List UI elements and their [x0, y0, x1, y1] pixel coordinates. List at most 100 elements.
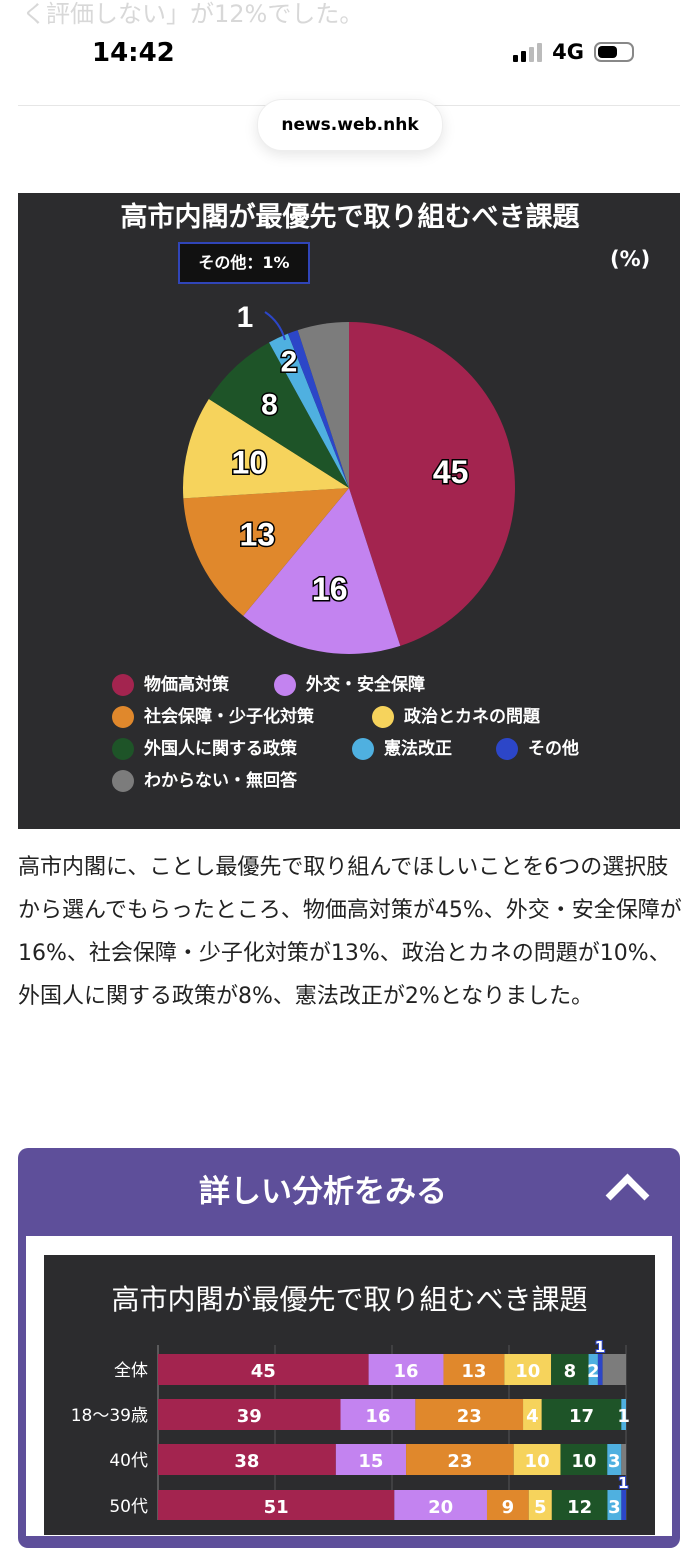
bar-segment [602, 1354, 626, 1385]
signal-icon [513, 42, 543, 62]
tooltip: その他：1% [178, 242, 310, 284]
bar-segment [340, 1399, 416, 1430]
legend-dot [274, 674, 296, 696]
battery-icon [594, 42, 634, 62]
row-label: 全体 [114, 1361, 148, 1381]
legend-dot [112, 674, 134, 696]
bar-value: 13 [461, 1361, 486, 1382]
legend-label: 外交・安全保障 [306, 675, 425, 695]
legend-item: わからない・無回答 [112, 770, 297, 792]
bar-value: 12 [567, 1497, 592, 1518]
row-label: 40代 [109, 1451, 148, 1471]
slice-label: 10 [232, 444, 268, 480]
legend-label: 外国人に関する政策 [144, 739, 297, 759]
legend-label: 憲法改正 [384, 739, 452, 759]
bar-value: 20 [428, 1497, 453, 1518]
analysis-title[interactable]: 詳しい分析をみる [199, 1174, 447, 1210]
bar-segment [528, 1490, 552, 1520]
pie-slice[interactable] [183, 399, 349, 499]
pie-slice[interactable] [297, 322, 349, 488]
legend-item: 外交・安全保障 [274, 674, 425, 696]
bar-value: 23 [447, 1451, 472, 1472]
bar-value: 1 [617, 1406, 630, 1427]
bar-value: 16 [365, 1406, 390, 1427]
legend-dot [496, 738, 518, 760]
pie-slice[interactable] [183, 488, 349, 616]
status-time: 14:42 [92, 38, 175, 68]
bar-segment [551, 1354, 589, 1385]
slice-label: 8 [261, 388, 278, 421]
legend-dot [112, 738, 134, 760]
legend-dot [352, 738, 374, 760]
bar-segment [607, 1490, 622, 1520]
bar-segment [504, 1354, 552, 1385]
bar-value: 1 [618, 1474, 628, 1492]
bar-segment [541, 1399, 622, 1430]
unit-label: (%) [610, 247, 651, 271]
legend-label: その他 [528, 739, 579, 759]
bar-segment [597, 1354, 603, 1385]
bar-value: 38 [234, 1451, 259, 1472]
bar-segment [368, 1354, 444, 1385]
slice-label: 1 [237, 301, 254, 334]
bar-segment [486, 1490, 529, 1520]
network-label: 4G [552, 40, 584, 64]
bar-segment [158, 1490, 395, 1520]
bar-value: 45 [251, 1361, 276, 1382]
bar-value: 23 [457, 1406, 482, 1427]
pie-chart: 45 16 13 10 821 [183, 301, 515, 654]
bar-value: 10 [525, 1451, 550, 1472]
bar-value: 16 [394, 1361, 419, 1382]
pie-slice[interactable] [287, 330, 349, 488]
slice-label: 13 [240, 517, 276, 553]
url-bar[interactable]: news.web.nhk [257, 99, 443, 151]
bar-value: 3 [608, 1497, 621, 1518]
bar-value: 4 [526, 1406, 539, 1427]
bar-value: 39 [237, 1406, 262, 1427]
bar-value: 9 [502, 1497, 515, 1518]
legend-item: その他 [496, 738, 579, 760]
bar-value: 10 [515, 1361, 540, 1382]
bar-segment [335, 1444, 407, 1475]
pie-slice[interactable] [208, 342, 349, 488]
bar-value: 15 [358, 1451, 383, 1472]
bar-value: 17 [569, 1406, 594, 1427]
bar-segment [158, 1354, 369, 1385]
legend-item: 社会保障・少子化対策 [112, 706, 314, 728]
legend-dot [112, 706, 134, 728]
legend-label: 社会保障・少子化対策 [144, 707, 314, 727]
legend-item: 政治とカネの問題 [372, 706, 540, 728]
slice-label: 16 [312, 571, 348, 607]
bar-segment [560, 1444, 608, 1475]
bar-segment [621, 1444, 626, 1475]
leader-line [264, 311, 286, 341]
legend-label: 物価高対策 [144, 675, 229, 695]
bar-value: 51 [264, 1497, 289, 1518]
bar-value: 10 [571, 1451, 596, 1472]
bar-segment [621, 1490, 626, 1520]
pie-slice[interactable] [269, 333, 349, 488]
bar-segment [621, 1399, 626, 1430]
bar-value: 5 [534, 1497, 547, 1518]
legend-dot [112, 770, 134, 792]
bar-segment [551, 1490, 608, 1520]
bar-segment [158, 1399, 341, 1430]
bar-value: 2 [587, 1361, 600, 1382]
bar-segment [406, 1444, 514, 1475]
bar-value: 1 [595, 1338, 605, 1356]
bar-segment [394, 1490, 487, 1520]
row-label: 50代 [109, 1497, 148, 1517]
pie-slice[interactable] [243, 488, 401, 654]
legend-item: 外国人に関する政策 [112, 738, 297, 760]
bar-segment [513, 1444, 561, 1475]
bar-segment [443, 1354, 505, 1385]
bar-chart-title: 高市内閣が最優先で取り組むべき課題 [111, 1283, 588, 1316]
pie-slice[interactable] [349, 322, 515, 646]
scrolled-text: く評価しない」が12%でした。 [22, 0, 364, 28]
row-label: 18〜39歳 [71, 1406, 148, 1426]
bar-value: 3 [608, 1451, 621, 1472]
bar-segment [415, 1399, 524, 1430]
bar-segment [588, 1354, 598, 1385]
legend-item: 憲法改正 [352, 738, 452, 760]
